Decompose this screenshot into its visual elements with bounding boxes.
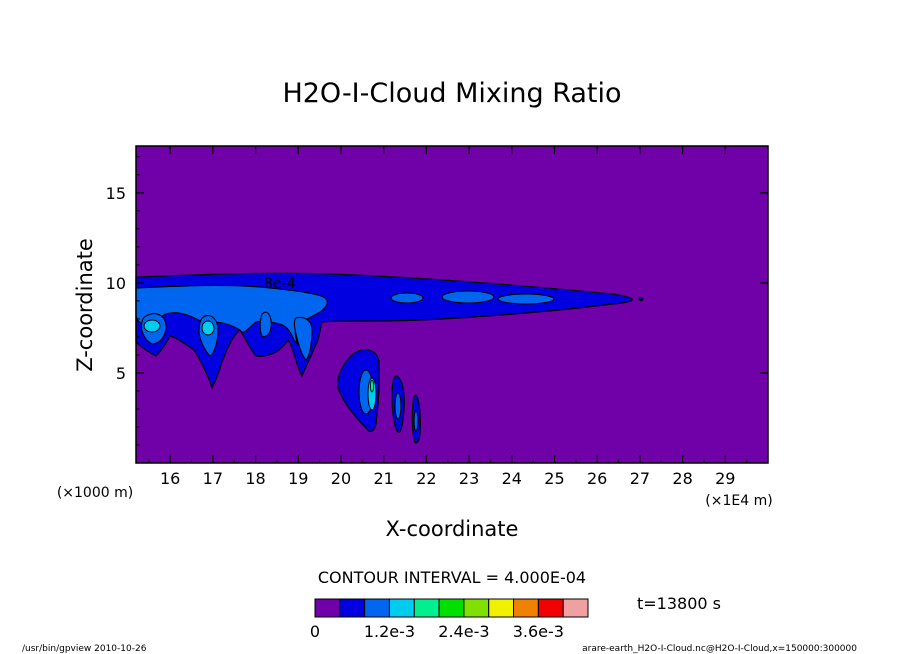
upper-cloud-core — [135, 284, 328, 347]
contour-interval-text: CONTOUR INTERVAL = 4.000E-04 — [318, 568, 586, 587]
x-tick-label: 26 — [587, 469, 607, 488]
colorbar-swatch — [488, 598, 515, 618]
x-tick-label: 24 — [502, 469, 522, 488]
footer-right: arare-earth_H2O-I-Cloud.nc@H2O-I-Cloud,x… — [582, 644, 857, 654]
colorbar — [314, 598, 589, 618]
time-text: t=13800 s — [637, 594, 721, 613]
colorbar-swatch — [339, 598, 366, 618]
patch-x21-6 — [413, 410, 419, 432]
small-cell-x27 — [638, 296, 644, 302]
contour-label: 8e-4 — [264, 276, 296, 292]
y-axis-label: Z-coordinate — [73, 238, 97, 372]
x-tick-label: 28 — [672, 469, 692, 488]
patch-x23-8 — [441, 290, 495, 304]
x-tick-label: 22 — [416, 469, 436, 488]
colorbar-swatch — [537, 598, 564, 618]
x-tick-label: 23 — [459, 469, 479, 488]
contour-level-4 — [370, 379, 374, 393]
core-level4 — [370, 379, 374, 393]
patch-x22-5 — [390, 292, 424, 304]
x-tick-label: 27 — [630, 469, 650, 488]
x-tick-label: 19 — [288, 469, 308, 488]
colorbar-ticks: 0 1.2e-3 2.4e-3 3.6e-3 — [310, 622, 564, 641]
y-axis-unit: (×1000 m) — [57, 485, 133, 501]
x-tick-label: 18 — [245, 469, 265, 488]
colorbar-swatch — [388, 598, 415, 618]
plot-frame — [135, 145, 769, 464]
colorbar-swatch — [364, 598, 390, 618]
x-tick-label: 29 — [715, 469, 735, 488]
colorbar-swatch — [513, 598, 539, 618]
patch-x21-3 — [394, 392, 402, 420]
core-x15-5 — [143, 319, 161, 333]
y-axis-ticks: 5 10 15 — [106, 156, 768, 446]
patch-x18-1 — [259, 311, 272, 338]
colorbar-swatch — [463, 598, 490, 618]
y-tick-label: 5 — [116, 364, 126, 383]
x-axis-unit: (×1E4 m) — [705, 493, 772, 509]
footer-left: /usr/bin/gpview 2010-10-26 — [22, 644, 147, 654]
patch-x24-4 — [497, 293, 555, 305]
x-tick-label: 25 — [544, 469, 564, 488]
x-tick-label: 16 — [160, 469, 180, 488]
colorbar-tick-label: 3.6e-3 — [513, 622, 564, 641]
x-axis-label: X-coordinate — [386, 517, 519, 541]
y-tick-label: 10 — [106, 274, 126, 293]
colorbar-tick-label: 0 — [310, 622, 320, 641]
colorbar-tick-label: 1.2e-3 — [364, 622, 415, 641]
x-tick-label: 21 — [373, 469, 393, 488]
colorbar-swatch — [413, 598, 440, 618]
colorbar-swatch — [314, 598, 341, 618]
core-x16-8 — [201, 320, 215, 336]
x-tick-label: 20 — [331, 469, 351, 488]
chart-title: H2O-I-Cloud Mixing Ratio — [282, 78, 621, 109]
y-tick-label: 15 — [106, 184, 126, 203]
x-tick-label: 17 — [203, 469, 223, 488]
colorbar-tick-label: 2.4e-3 — [438, 622, 489, 641]
colorbar-swatch — [562, 598, 589, 618]
patch-x19-2 — [293, 316, 313, 361]
colorbar-swatch — [438, 598, 465, 618]
x-axis-ticks: 16 17 18 19 20 21 22 23 24 25 26 27 28 29 — [148, 146, 748, 488]
contour-level-3 — [143, 319, 377, 411]
core-x20-6 — [367, 377, 377, 411]
